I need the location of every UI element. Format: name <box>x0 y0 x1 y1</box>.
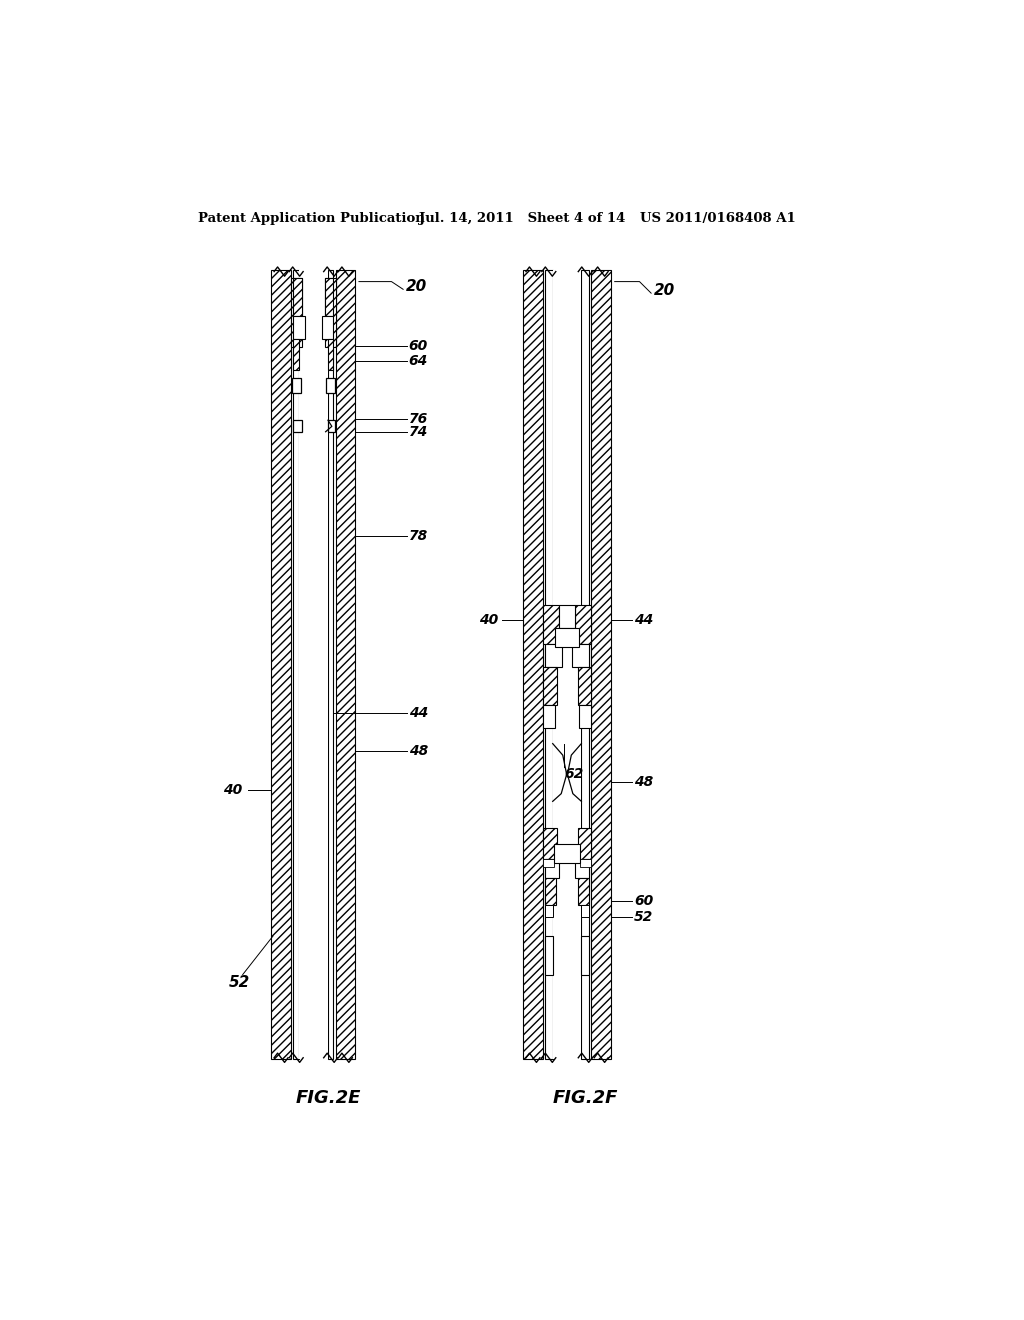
Bar <box>592 271 611 1059</box>
Bar <box>293 277 302 317</box>
Text: 62: 62 <box>564 767 584 781</box>
Bar <box>545 936 553 974</box>
Text: 60: 60 <box>409 338 428 352</box>
Bar <box>545 859 559 878</box>
Text: 74: 74 <box>409 425 428 438</box>
Bar <box>579 705 592 729</box>
Bar <box>579 878 589 906</box>
Text: 60: 60 <box>634 895 653 908</box>
Text: 52: 52 <box>228 974 250 990</box>
Bar <box>271 271 291 1059</box>
Text: 78: 78 <box>409 529 428 543</box>
Bar <box>293 420 302 432</box>
Bar <box>299 271 328 1059</box>
Bar <box>545 271 553 1059</box>
Bar <box>555 628 579 647</box>
Text: 48: 48 <box>409 744 428 758</box>
Bar <box>572 644 589 667</box>
Bar <box>328 420 335 432</box>
Text: 20: 20 <box>653 284 675 298</box>
Bar <box>293 339 299 370</box>
Bar <box>293 271 299 1059</box>
Bar <box>581 906 589 917</box>
Bar <box>575 605 592 644</box>
Text: US 2011/0168408 A1: US 2011/0168408 A1 <box>640 213 796 224</box>
Bar <box>543 605 559 644</box>
Bar <box>322 317 334 339</box>
Text: 44: 44 <box>634 614 653 627</box>
Text: 20: 20 <box>406 280 427 294</box>
Bar <box>293 317 305 339</box>
Bar <box>582 936 589 974</box>
Bar <box>523 271 543 1059</box>
Text: 40: 40 <box>223 783 243 797</box>
Bar <box>582 271 589 1059</box>
Bar <box>328 339 334 370</box>
Bar <box>578 667 592 705</box>
Text: Patent Application Publication: Patent Application Publication <box>198 213 425 224</box>
Bar <box>580 859 592 867</box>
Bar <box>575 859 589 878</box>
Bar <box>554 843 580 863</box>
Text: 52: 52 <box>634 909 653 924</box>
Bar <box>543 705 555 729</box>
Bar <box>327 378 335 393</box>
Bar <box>543 859 554 867</box>
Bar <box>325 277 334 317</box>
Bar <box>545 878 556 906</box>
Bar <box>291 277 302 347</box>
Text: 40: 40 <box>479 614 499 627</box>
Bar <box>325 277 336 347</box>
Text: FIG.2E: FIG.2E <box>295 1089 360 1106</box>
Bar <box>559 605 575 628</box>
Text: 76: 76 <box>409 412 428 425</box>
Bar <box>578 829 592 859</box>
Text: 44: 44 <box>409 706 428 719</box>
Bar <box>292 378 301 393</box>
Text: FIG.2F: FIG.2F <box>553 1089 617 1106</box>
Bar <box>328 271 334 1059</box>
Text: 64: 64 <box>409 354 428 368</box>
Text: 48: 48 <box>634 775 653 789</box>
Bar <box>336 271 355 1059</box>
Bar <box>545 644 562 667</box>
Bar <box>543 829 557 859</box>
Bar <box>545 906 554 917</box>
Bar <box>553 271 582 1059</box>
Bar <box>543 667 557 705</box>
Text: Jul. 14, 2011   Sheet 4 of 14: Jul. 14, 2011 Sheet 4 of 14 <box>419 213 625 224</box>
